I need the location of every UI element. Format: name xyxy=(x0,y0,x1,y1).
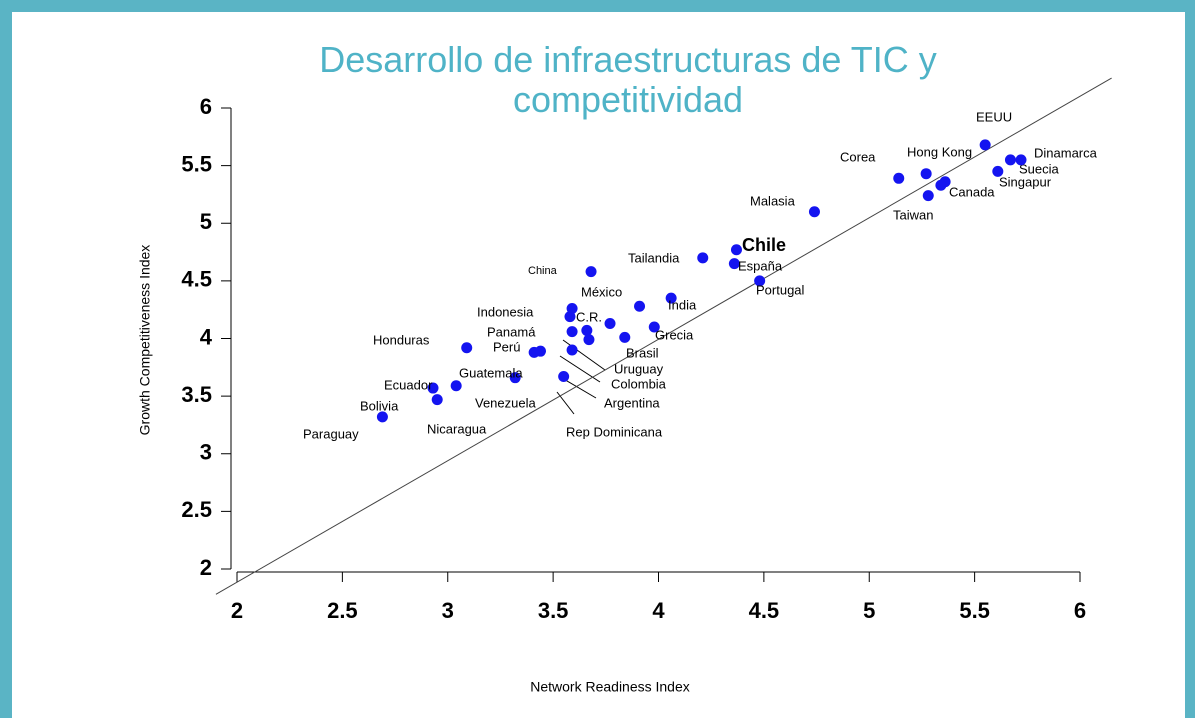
point xyxy=(566,326,578,338)
point xyxy=(583,334,595,346)
point-label: Bolivia xyxy=(360,398,399,413)
point xyxy=(585,266,597,278)
point-label: Taiwan xyxy=(893,207,933,222)
point xyxy=(728,258,740,270)
point xyxy=(979,139,991,151)
point xyxy=(665,292,677,304)
point-label: Paraguay xyxy=(303,426,359,441)
x-tick-label: 6 xyxy=(1074,598,1086,623)
point xyxy=(604,318,616,330)
point xyxy=(730,244,742,256)
point xyxy=(619,331,631,343)
point xyxy=(920,168,932,180)
point-label: Canada xyxy=(949,184,995,199)
point-label: China xyxy=(528,265,558,277)
point-label: Tailandia xyxy=(628,250,680,265)
x-tick-label: 3.5 xyxy=(538,598,569,623)
point-label: Suecia xyxy=(1019,161,1060,176)
y-tick-label: 2.5 xyxy=(181,497,212,522)
point-label: India xyxy=(668,297,697,312)
point-label: Corea xyxy=(840,149,876,164)
point xyxy=(431,394,443,406)
point-label: Grecia xyxy=(655,327,694,342)
point-label: Uruguay xyxy=(614,361,664,376)
point xyxy=(922,190,934,202)
point xyxy=(558,371,570,383)
point xyxy=(697,252,709,264)
point-label: EEUU xyxy=(976,109,1012,124)
point-label: Perú xyxy=(493,339,520,354)
y-tick-label: 4 xyxy=(200,324,213,349)
point xyxy=(1015,154,1027,166)
point xyxy=(634,300,646,312)
point xyxy=(992,165,1004,177)
point xyxy=(935,179,947,191)
point-label: Chile xyxy=(742,235,786,255)
point xyxy=(808,206,820,218)
x-tick-label: 2 xyxy=(231,598,243,623)
y-tick-label: 3 xyxy=(200,440,212,465)
x-tick-label: 2.5 xyxy=(327,598,358,623)
point xyxy=(648,321,660,333)
point-label: Colombia xyxy=(611,376,667,391)
x-axis-label: Network Readiness Index xyxy=(530,679,690,695)
chart-title: Desarrollo de infraestructuras de TIC y … xyxy=(319,39,937,120)
point-label: Nicaragua xyxy=(427,421,487,436)
trend-line xyxy=(215,77,1112,595)
point-label: Guatemala xyxy=(459,365,523,380)
point-label: Malasia xyxy=(750,193,796,208)
x-tick-label: 4 xyxy=(652,598,665,623)
point-label: Ecuador xyxy=(384,377,433,392)
point xyxy=(581,324,593,336)
x-tick-label: 5 xyxy=(863,598,875,623)
point-label: Portugal xyxy=(756,282,805,297)
point xyxy=(566,303,578,315)
point xyxy=(893,172,905,184)
point-label: España xyxy=(738,258,783,273)
y-tick-label: 6 xyxy=(200,94,212,119)
x-tick-label: 3 xyxy=(442,598,454,623)
y-axis-label: Growth Competitiveness Index xyxy=(137,245,153,436)
point-label: Panamá xyxy=(487,324,536,339)
y-tick-label: 2 xyxy=(200,555,212,580)
point xyxy=(566,344,578,356)
point xyxy=(376,411,388,423)
point-label: Indonesia xyxy=(477,304,534,319)
point-label: Dinamarca xyxy=(1034,145,1098,160)
point-label: México xyxy=(581,284,622,299)
point-label: Rep Dominicana xyxy=(566,424,663,439)
point-label: Venezuela xyxy=(475,395,536,410)
point xyxy=(427,382,439,394)
point-label: Singapur xyxy=(999,174,1052,189)
x-tick-label: 4.5 xyxy=(749,598,780,623)
point-label: C.R. xyxy=(576,309,602,324)
y-tick-label: 4.5 xyxy=(181,267,212,292)
point xyxy=(450,380,462,392)
point-label: Argentina xyxy=(604,395,660,410)
point xyxy=(754,275,766,287)
y-tick-label: 5.5 xyxy=(181,151,212,176)
y-tick-label: 5 xyxy=(200,209,212,234)
point xyxy=(534,345,546,357)
point xyxy=(461,342,473,354)
point-label: Hong Kong xyxy=(907,144,972,159)
point-label: Brasil xyxy=(626,345,659,360)
point-label: Honduras xyxy=(373,332,430,347)
x-tick-label: 5.5 xyxy=(959,598,990,623)
point xyxy=(1004,154,1016,166)
y-tick-label: 3.5 xyxy=(181,382,212,407)
point xyxy=(509,372,521,384)
